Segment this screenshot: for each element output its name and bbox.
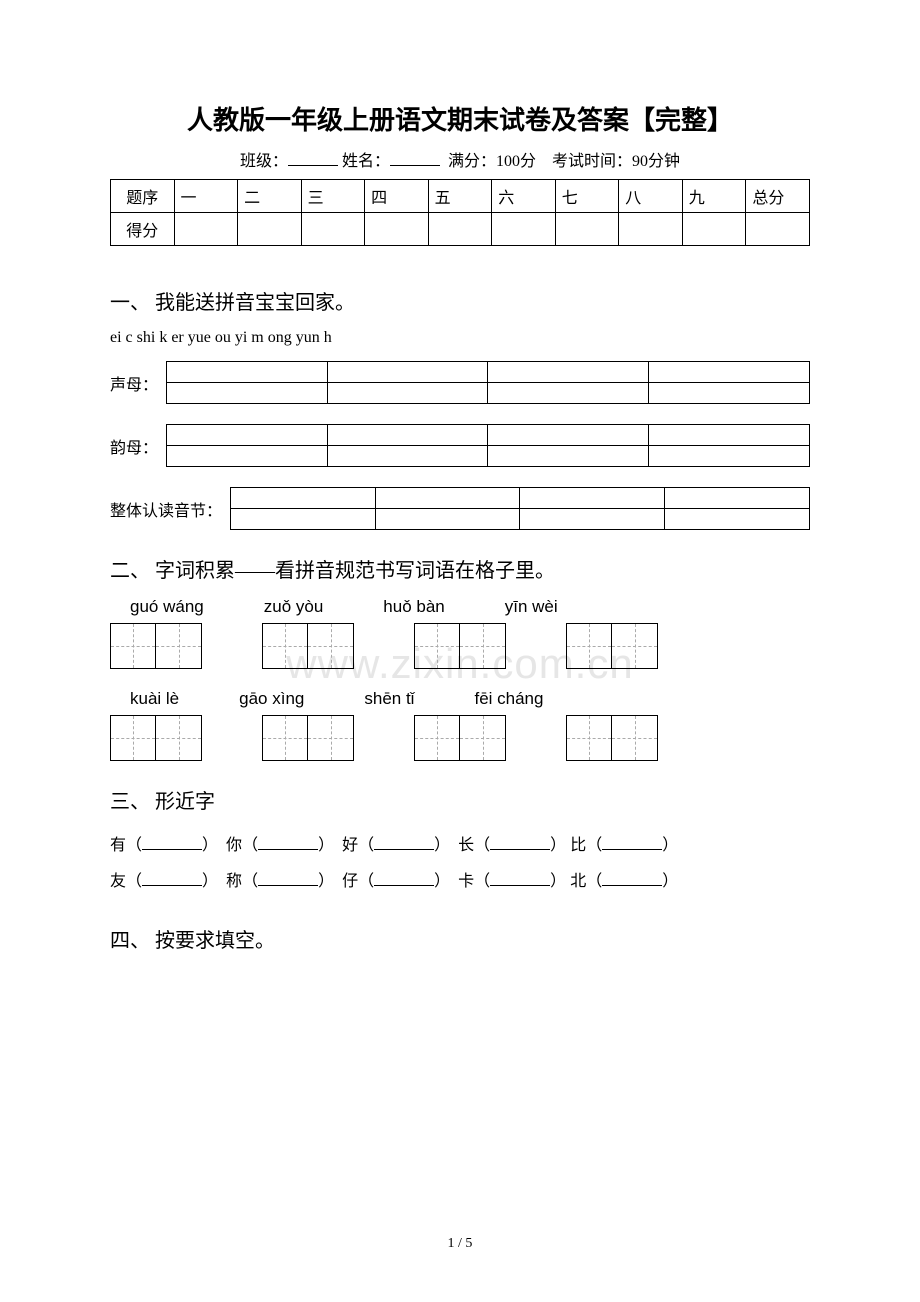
page-container: 人教版一年级上册语文期末试卷及答案【完整】 班级： 姓名： 满分：100分 考试…	[0, 0, 920, 1007]
tianzi-pair	[262, 715, 354, 761]
char: 称	[226, 873, 242, 890]
pinyin-word: gāo xìng	[239, 689, 304, 709]
char: 友	[110, 873, 126, 890]
score-cell	[238, 213, 302, 246]
score-cell	[746, 213, 810, 246]
char: 仔	[342, 873, 358, 890]
shengmu-row: 声母：	[110, 361, 810, 404]
page-subtitle: 班级： 姓名： 满分：100分 考试时间：90分钟	[110, 147, 810, 171]
blank	[142, 835, 202, 850]
char: 好	[342, 837, 358, 854]
score-cell	[365, 213, 429, 246]
blank	[258, 835, 318, 850]
char: 有	[110, 837, 126, 854]
header-label: 题序	[111, 180, 175, 213]
class-blank	[288, 151, 338, 166]
pinyin-word: zuǒ yòu	[264, 597, 324, 617]
score-cell	[428, 213, 492, 246]
section-4-heading: 四、 按要求填空。	[110, 924, 810, 953]
pinyin-word: huǒ bàn	[383, 597, 444, 617]
full-score: 满分：100分	[448, 153, 536, 170]
page-title: 人教版一年级上册语文期末试卷及答案【完整】	[110, 100, 810, 137]
score-cell	[301, 213, 365, 246]
section-2-heading: 二、 字词积累——看拼音规范书写词语在格子里。	[110, 554, 810, 583]
class-label: 班级：	[240, 153, 288, 170]
char: 长	[458, 837, 474, 854]
col-5: 五	[428, 180, 492, 213]
exam-time: 考试时间：90分钟	[552, 153, 680, 170]
score-cell	[682, 213, 746, 246]
pinyin-list: ei c shi k er yue ou yi m ong yun h	[110, 329, 810, 347]
tianzi-pair	[110, 715, 202, 761]
blank	[374, 871, 434, 886]
col-8: 八	[619, 180, 683, 213]
col-9: 九	[682, 180, 746, 213]
tianzi-row-1	[110, 623, 810, 669]
score-cell	[619, 213, 683, 246]
tianzi-pair	[110, 623, 202, 669]
col-7: 七	[555, 180, 619, 213]
blank	[602, 871, 662, 886]
pinyin-words-row1: guó wáng zuǒ yòu huǒ bàn yīn wèi	[130, 597, 810, 617]
zhengti-row: 整体认读音节：	[110, 487, 810, 530]
char: 北	[570, 873, 586, 890]
pinyin-word: kuài lè	[130, 689, 179, 709]
char: 比	[570, 837, 586, 854]
blank	[602, 835, 662, 850]
name-label: 姓名：	[342, 153, 390, 170]
col-2: 二	[238, 180, 302, 213]
col-3: 三	[301, 180, 365, 213]
score-cell	[555, 213, 619, 246]
pinyin-word: fēi cháng	[474, 689, 543, 709]
blank	[374, 835, 434, 850]
tianzi-pair	[566, 623, 658, 669]
blank	[490, 871, 550, 886]
char: 卡	[458, 873, 474, 890]
pinyin-words-row2: kuài lè gāo xìng shēn tǐ fēi cháng	[130, 689, 810, 709]
char: 你	[226, 837, 242, 854]
yunmu-row: 韵母：	[110, 424, 810, 467]
col-6: 六	[492, 180, 556, 213]
score-table-score-row: 得分	[111, 213, 810, 246]
yunmu-grid	[166, 424, 810, 467]
section-3-row1: 有（） 你（） 好（） 长（） 比（）	[110, 828, 810, 864]
pinyin-word: guó wáng	[130, 597, 204, 617]
zhengti-label: 整体认读音节：	[110, 497, 222, 521]
col-4: 四	[365, 180, 429, 213]
score-table: 题序 一 二 三 四 五 六 七 八 九 总分 得分	[110, 179, 810, 246]
pinyin-word: shēn tǐ	[364, 689, 414, 709]
blank	[490, 835, 550, 850]
col-1: 一	[174, 180, 238, 213]
pinyin-word: yīn wèi	[505, 597, 558, 617]
page-footer: 1 / 5	[0, 1236, 920, 1252]
section-1-heading: 一、 我能送拼音宝宝回家。	[110, 286, 810, 315]
name-blank	[390, 151, 440, 166]
tianzi-pair	[566, 715, 658, 761]
tianzi-pair	[262, 623, 354, 669]
col-total: 总分	[746, 180, 810, 213]
blank	[142, 871, 202, 886]
score-table-header-row: 题序 一 二 三 四 五 六 七 八 九 总分	[111, 180, 810, 213]
score-cell	[492, 213, 556, 246]
tianzi-row-2	[110, 715, 810, 761]
score-label: 得分	[111, 213, 175, 246]
zhengti-grid	[230, 487, 810, 530]
yunmu-label: 韵母：	[110, 434, 158, 458]
score-cell	[174, 213, 238, 246]
section-3-row2: 友（） 称（） 仔（） 卡（） 北（）	[110, 864, 810, 900]
tianzi-pair	[414, 715, 506, 761]
shengmu-label: 声母：	[110, 371, 158, 395]
section-3-heading: 三、 形近字	[110, 785, 810, 814]
shengmu-grid	[166, 361, 810, 404]
blank	[258, 871, 318, 886]
tianzi-pair	[414, 623, 506, 669]
